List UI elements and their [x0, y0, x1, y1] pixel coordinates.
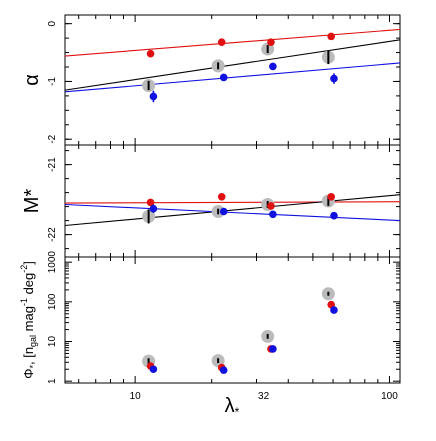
y-tick-label: -21 [47, 157, 58, 172]
chart-marks: 0 -1 -2 -21 -22 1 10 100 1000 10 32 100 [47, 15, 401, 402]
panel-mstar-ylabel: M* [21, 189, 43, 214]
panel-alpha-ylabel: α [21, 74, 43, 86]
panel-phi-ylabel: Φ*, [ngal mag-1 deg-2] [19, 261, 38, 379]
x-tick-label: 100 [381, 391, 398, 402]
y-tick-label: 100 [47, 293, 58, 310]
fit-line [64, 28, 401, 57]
fit-line [64, 194, 401, 227]
y-tick-label: 1000 [47, 251, 58, 274]
fit-line [64, 39, 401, 91]
y-tick-label: -2 [47, 134, 58, 143]
panel-alpha-frame [64, 14, 401, 146]
panel-mstar-frame [64, 144, 401, 258]
y-tick-label: -1 [47, 77, 58, 86]
panel-phi-frame [64, 256, 401, 384]
fit-line [64, 62, 401, 93]
y-tick-label: -22 [47, 227, 58, 242]
x-axis-label: λ* [225, 395, 240, 419]
y-tick-label: 1 [47, 378, 58, 384]
x-tick-label: 32 [258, 391, 270, 402]
y-tick-label: 10 [47, 336, 58, 348]
fit-line [64, 203, 401, 222]
y-tick-label: 0 [47, 20, 58, 26]
fit-line [64, 201, 401, 204]
x-tick-label: 10 [130, 391, 142, 402]
